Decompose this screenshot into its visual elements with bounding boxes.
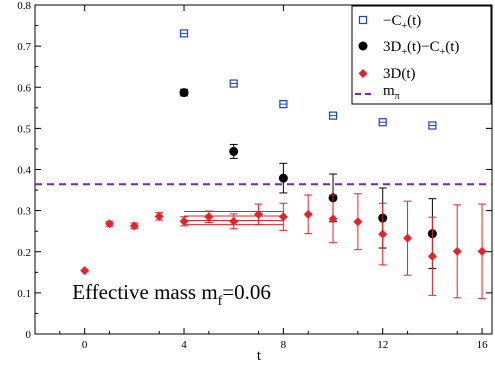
x-tick-label: 8: [281, 339, 287, 351]
x-tick-label: 0: [82, 339, 88, 351]
legend-marker-filled-diamond: [358, 69, 368, 78]
annotation-sub: f: [218, 294, 223, 309]
data-point-filled-diamond: [154, 211, 164, 221]
data-point-filled-circle: [229, 146, 239, 156]
data-point-filled-diamond: [427, 251, 437, 261]
x-tick-label: 4: [181, 339, 187, 351]
legend-label-c-plus: −C+(t): [383, 13, 421, 32]
annotation-tail: =0.06: [222, 280, 271, 304]
data-point-filled-diamond: [378, 229, 388, 239]
y-tick-label: 0.2: [17, 247, 31, 259]
data-point-filled-diamond: [229, 216, 239, 226]
data-point-filled-diamond: [204, 212, 214, 222]
y-tick-label: 0.7: [17, 41, 31, 53]
y-tick-label: 0.1: [17, 288, 31, 300]
y-tick-label: 0: [26, 329, 32, 341]
data-point-filled-diamond: [303, 209, 313, 219]
data-point-filled-diamond: [353, 217, 363, 227]
data-point-filled-diamond: [254, 209, 264, 219]
y-tick-label: 0.4: [17, 165, 31, 177]
data-point-filled-diamond: [278, 212, 288, 222]
data-point-filled-diamond: [452, 246, 462, 256]
y-tick-label: 0.8: [17, 0, 31, 12]
legend: −C+(t) 3D+(t)−C+(t) 3D(t) mπ: [351, 5, 492, 105]
legend-label-m-pi: mπ: [383, 83, 400, 102]
effective-mass-annotation: Effective mass mf=0.06: [72, 280, 271, 309]
series-2: [80, 193, 487, 300]
x-axis-title: t: [257, 348, 262, 364]
annotation-main: Effective mass m: [72, 280, 217, 304]
y-tick-label: 0.3: [17, 206, 31, 218]
series-0: [179, 29, 437, 130]
legend-marker-filled-circle: [358, 41, 368, 51]
data-point-filled-diamond: [403, 233, 413, 243]
data-point-filled-diamond: [129, 221, 139, 231]
data-point-filled-diamond: [80, 266, 90, 276]
data-point-filled-circle: [278, 173, 288, 183]
legend-label-3d: 3D(t): [383, 66, 416, 82]
y-tick-label: 0.5: [17, 123, 31, 135]
x-tick-label: 12: [377, 339, 388, 351]
legend-marker-open-square: [358, 15, 368, 25]
x-tick-label: 16: [477, 339, 489, 351]
legend-box: [351, 5, 492, 105]
legend-label-3d-plus-minus-c-plus: 3D+(t)−C+(t): [383, 39, 459, 58]
data-point-filled-circle: [179, 88, 189, 98]
data-point-filled-diamond: [477, 246, 487, 256]
data-point-filled-diamond: [328, 214, 338, 224]
series-layer: [80, 29, 487, 300]
data-point-filled-diamond: [179, 216, 189, 226]
data-point-filled-diamond: [105, 219, 115, 229]
y-tick-label: 0.6: [17, 82, 31, 94]
